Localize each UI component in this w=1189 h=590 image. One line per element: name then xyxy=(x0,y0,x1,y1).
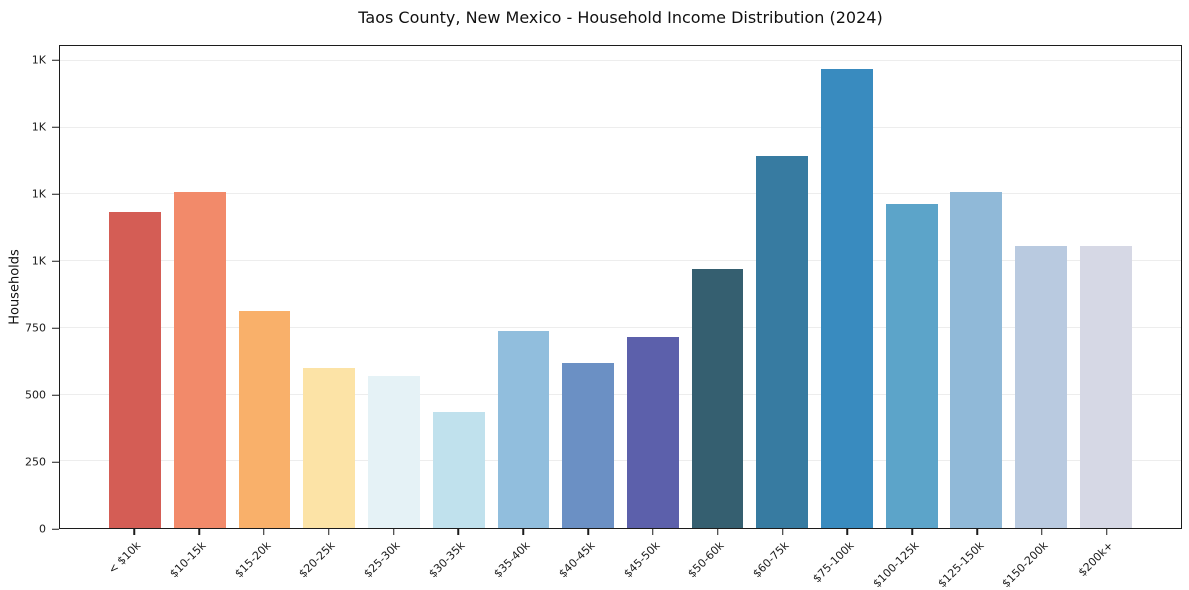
gridline xyxy=(60,460,1181,462)
x-tick-label: $150-200k xyxy=(999,539,1052,590)
x-tick-mark xyxy=(328,529,330,535)
x-tick-mark xyxy=(457,529,460,535)
y-tick-label: 1K xyxy=(31,187,46,201)
x-tick-label: $30-35k xyxy=(426,539,468,581)
gridline xyxy=(60,393,1181,395)
x-tick-label: $60-75k xyxy=(750,539,792,581)
x-tick-mark xyxy=(1041,529,1043,535)
gridline xyxy=(60,59,1181,61)
plot-area xyxy=(59,45,1182,529)
y-tick-label: 750 xyxy=(25,321,46,335)
bar xyxy=(1015,246,1067,528)
x-tick-label: $40-45k xyxy=(556,539,598,581)
y-tick-mark xyxy=(52,327,59,329)
bar xyxy=(950,191,1003,528)
x-axis: < $10k $10-15k $15-20k $20-25k $25-30k $30-35… xyxy=(59,529,1182,590)
y-tick-label: 250 xyxy=(25,455,46,469)
bar xyxy=(432,411,485,528)
y-tick-label: 1K xyxy=(31,53,46,67)
x-tick-label: $100-125k xyxy=(870,539,922,590)
y-tick-mark xyxy=(52,461,59,463)
x-tick-label: < $10k xyxy=(106,539,144,577)
bar xyxy=(885,203,938,528)
x-tick-mark xyxy=(846,529,849,535)
bar xyxy=(368,375,420,528)
bar xyxy=(1079,246,1132,528)
gridline xyxy=(60,193,1181,195)
bar xyxy=(303,367,356,528)
x-tick-label: $75-100k xyxy=(810,539,857,586)
x-tick-mark xyxy=(781,529,784,535)
x-tick-label: $15-20k xyxy=(231,539,274,581)
y-tick-mark xyxy=(52,59,59,61)
bar xyxy=(109,211,162,528)
x-tick-mark xyxy=(522,529,525,535)
bar xyxy=(821,68,873,528)
y-tick-mark xyxy=(52,126,59,128)
y-tick-label: 1K xyxy=(31,254,46,268)
x-tick-mark xyxy=(263,529,265,535)
y-tick-label: 500 xyxy=(25,388,46,402)
x-tick-mark xyxy=(587,529,589,535)
x-tick-mark xyxy=(652,529,654,535)
x-tick-mark xyxy=(911,529,913,535)
y-tick-mark xyxy=(52,260,59,262)
y-tick-label: 1K xyxy=(31,120,46,134)
y-tick-mark xyxy=(52,528,59,530)
gridline xyxy=(60,126,1181,128)
y-tick-label: 0 xyxy=(39,522,46,536)
gridline xyxy=(60,326,1181,328)
gridline xyxy=(60,260,1181,262)
bar xyxy=(238,310,291,528)
bar xyxy=(562,362,615,528)
x-tick-label: $45-50k xyxy=(620,539,663,581)
y-axis: 0 250 500 750 1K 1K 1K 1K xyxy=(0,45,59,536)
x-tick-label: $25-30k xyxy=(361,539,403,581)
bar xyxy=(174,191,226,528)
x-tick-mark xyxy=(392,529,395,535)
chart-title: Taos County, New Mexico - Household Inco… xyxy=(358,8,883,27)
bar xyxy=(626,337,679,528)
bar xyxy=(691,269,744,528)
x-tick-label: $35-40k xyxy=(491,539,533,581)
x-tick-label: $50-60k xyxy=(685,539,727,581)
x-tick-mark xyxy=(976,529,978,535)
bar xyxy=(497,330,550,528)
x-tick-label: $20-25k xyxy=(296,539,339,581)
x-tick-mark xyxy=(716,529,719,535)
x-tick-label: $200k+ xyxy=(1075,539,1116,580)
x-tick-label: $125-150k xyxy=(935,539,987,590)
y-tick-mark xyxy=(52,394,59,396)
x-tick-mark xyxy=(198,529,200,535)
x-tick-label: $10-15k xyxy=(167,539,209,581)
x-tick-mark xyxy=(1105,529,1108,535)
x-tick-mark xyxy=(133,529,136,535)
y-tick-mark xyxy=(52,193,59,195)
bar xyxy=(756,155,809,528)
